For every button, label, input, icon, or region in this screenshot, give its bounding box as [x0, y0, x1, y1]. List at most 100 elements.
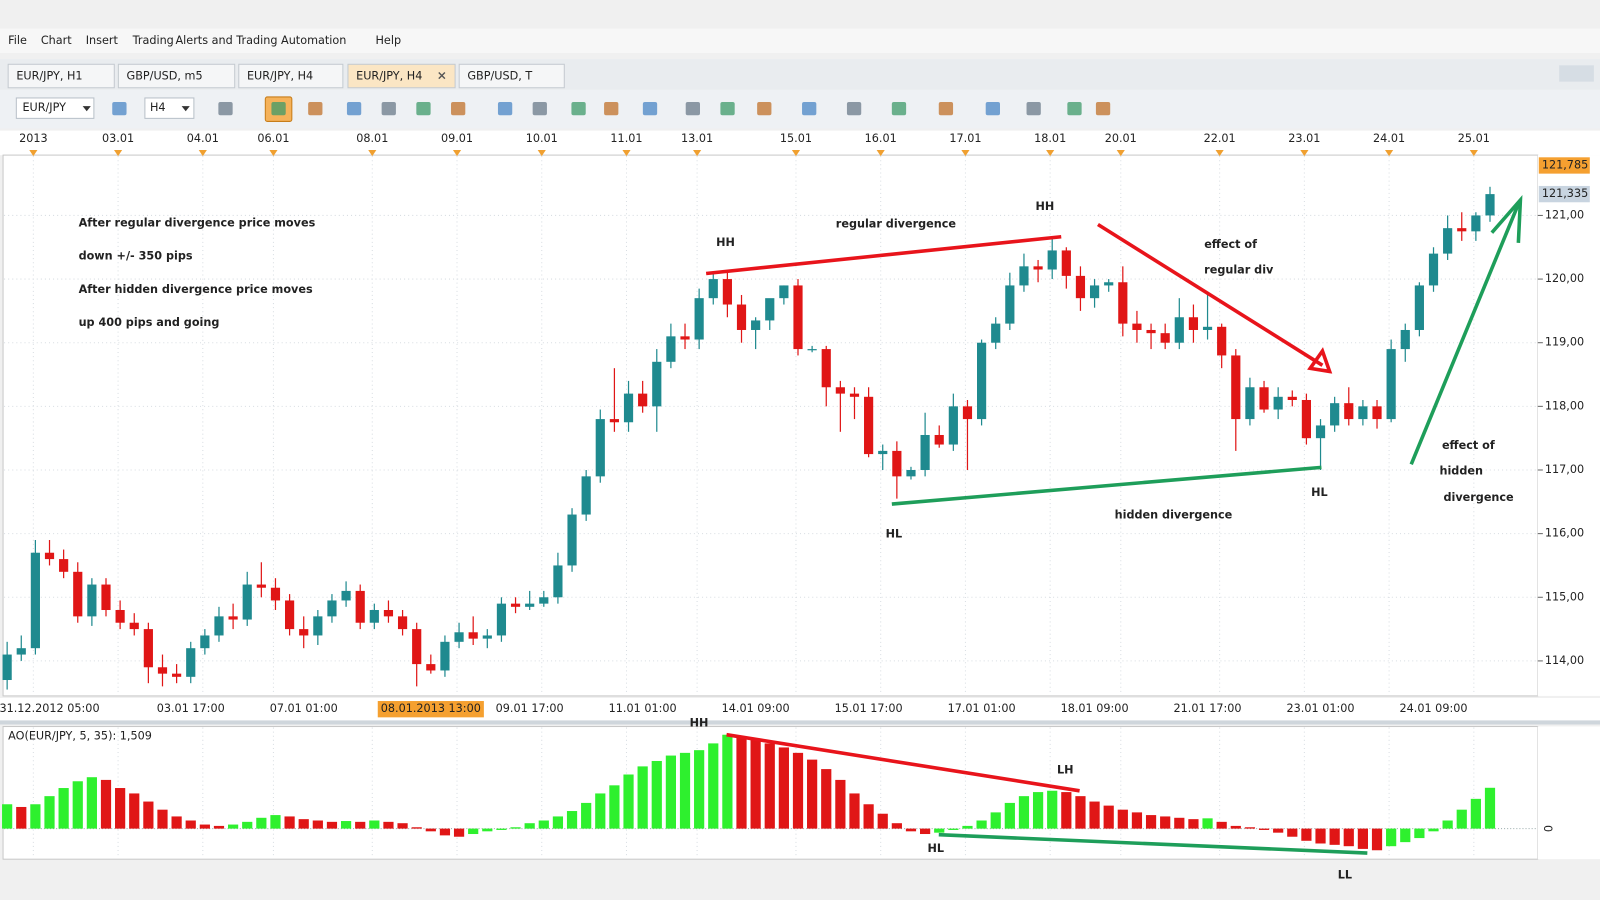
ao-bar	[185, 820, 196, 829]
toolbar-icon	[985, 102, 1000, 116]
x-tick-label: 17.01 01:00	[948, 702, 1016, 715]
ao-bar	[453, 828, 465, 837]
ao-bar	[778, 747, 789, 829]
candle-body	[73, 571, 83, 617]
date-ruler-label: 25.01	[1458, 132, 1490, 145]
ao-bar	[1315, 828, 1326, 844]
candle-body	[299, 629, 309, 636]
candle-body	[1118, 282, 1128, 324]
ao-bar	[891, 823, 902, 829]
ao-bar	[425, 828, 436, 832]
session-marker	[269, 150, 278, 157]
time-axis	[0, 697, 1600, 721]
candle-body	[962, 406, 973, 420]
y-tick-label: 117,00	[1545, 463, 1584, 476]
ao-bar	[1075, 796, 1086, 829]
candle-body	[1033, 266, 1043, 270]
candle-body	[1400, 329, 1410, 350]
menu-item[interactable]: Alerts and Trading Automation	[176, 34, 347, 47]
ao-bar	[609, 785, 620, 829]
y-tick-label: 0	[1541, 825, 1554, 832]
ao-bar	[44, 796, 55, 829]
y-tick-label: 121,00	[1545, 208, 1584, 221]
price-tag	[1538, 185, 1590, 203]
timeframe-combobox[interactable]	[144, 97, 195, 119]
menu-item[interactable]: File	[8, 34, 27, 47]
x-tick-label: 03.01 17:00	[157, 702, 225, 715]
candle-body	[666, 336, 676, 362]
tab-label[interactable]: GBP/USD, T	[467, 70, 532, 83]
toolbar-icon	[604, 102, 619, 116]
ao-bar	[1258, 828, 1270, 830]
y-tick-label: 114,00	[1545, 654, 1584, 667]
tab-close[interactable]	[438, 71, 446, 80]
tab[interactable]	[458, 63, 565, 89]
candle-body	[440, 641, 450, 671]
tab[interactable]	[347, 63, 456, 89]
candle-body	[1386, 349, 1396, 420]
tab-label[interactable]: EUR/JPY, H1	[16, 70, 82, 83]
candle-body	[807, 349, 817, 351]
menu-item[interactable]: Insert	[86, 34, 119, 47]
date-ruler-label: 17.01	[949, 132, 981, 145]
tab[interactable]	[117, 63, 236, 89]
ao-bar	[143, 801, 154, 829]
candle-body	[751, 320, 761, 330]
ao-bar	[1047, 790, 1058, 829]
candle-body	[1457, 228, 1467, 232]
menu-item[interactable]: Trading	[132, 34, 174, 47]
x-tick-label: 18.01 09:00	[1061, 702, 1129, 715]
candle-body	[59, 559, 69, 572]
tab[interactable]	[238, 63, 344, 89]
candle-body	[172, 673, 182, 677]
tab[interactable]	[7, 63, 115, 89]
annotation: HH	[690, 716, 709, 729]
ao-bar	[1174, 817, 1185, 829]
tab-label[interactable]: EUR/JPY, H4	[356, 70, 422, 83]
candle-body	[101, 584, 111, 611]
session-marker	[1046, 150, 1055, 157]
candle-body	[1315, 425, 1326, 439]
toolbar-icon	[1026, 102, 1041, 116]
cursor-time-tag	[377, 701, 484, 718]
y-tick-label: 116,00	[1545, 527, 1584, 540]
toolbar-icon	[571, 102, 586, 116]
candle-body	[1188, 317, 1199, 330]
ao-bar	[58, 788, 69, 829]
candle-body	[454, 632, 464, 642]
annotation: HL	[927, 842, 944, 855]
candle-body	[369, 610, 379, 623]
y-tick-label: 118,00	[1545, 399, 1584, 412]
candle-body	[1146, 329, 1156, 334]
annotation: regular divergence	[836, 217, 957, 230]
ao-bar	[538, 820, 549, 829]
ao-bar	[171, 816, 182, 829]
ao-bar	[1470, 798, 1481, 829]
ao-bar	[764, 743, 775, 829]
ao-bar	[411, 827, 422, 829]
menu-item[interactable]: Help	[376, 34, 402, 47]
ao-bar	[821, 769, 832, 829]
candle-body	[412, 629, 422, 665]
session-marker	[1116, 150, 1125, 157]
window-controls	[1559, 65, 1594, 82]
session-marker	[876, 150, 885, 157]
ao-bar	[637, 766, 648, 829]
candle-body	[510, 603, 521, 607]
candle-body	[793, 285, 803, 350]
symbol-combobox[interactable]	[15, 97, 95, 119]
date-ruler	[0, 130, 1600, 156]
candle-body	[228, 616, 238, 620]
candle-body	[355, 590, 365, 623]
candle-body	[1089, 285, 1100, 299]
menu-item[interactable]: Chart	[41, 34, 72, 47]
ao-bar	[284, 816, 295, 829]
menu-bar	[0, 28, 1600, 54]
candle-body	[200, 635, 210, 649]
tab-label[interactable]: GBP/USD, m5	[127, 70, 203, 83]
tab-label[interactable]: EUR/JPY, H4	[247, 70, 313, 83]
candle-body	[539, 597, 549, 604]
ao-axis	[1537, 726, 1600, 860]
toolbar-icon	[891, 102, 907, 116]
ao-bar	[877, 813, 888, 829]
